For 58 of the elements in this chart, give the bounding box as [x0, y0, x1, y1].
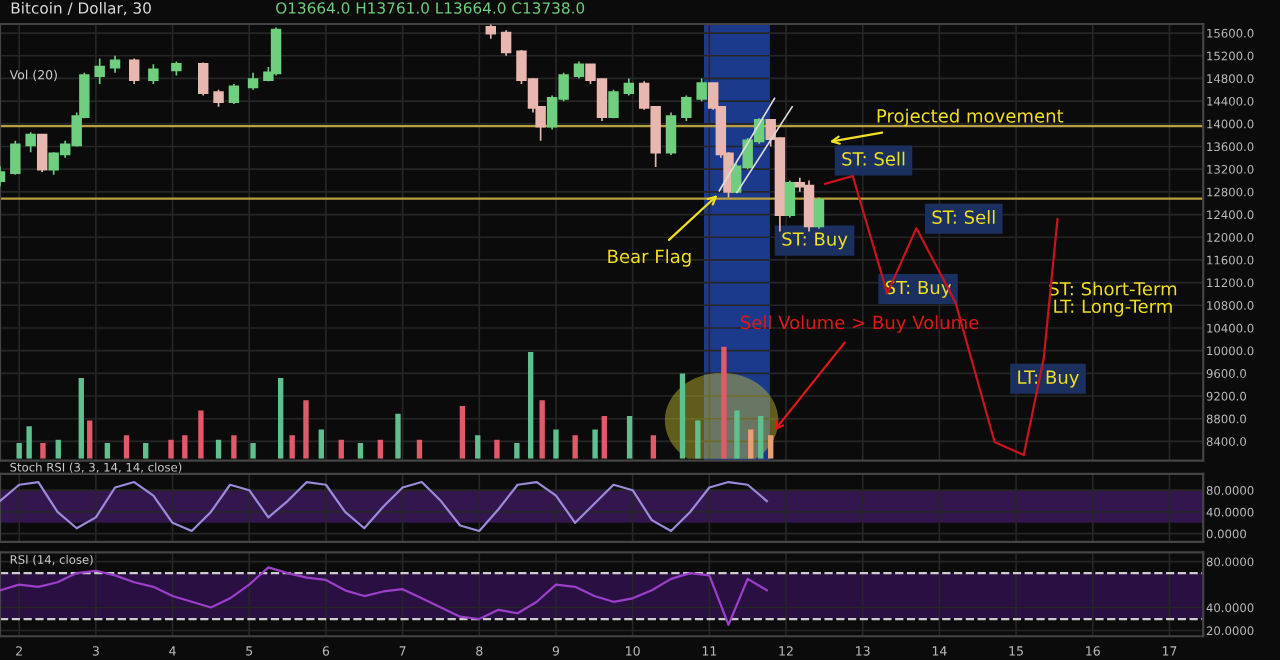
annotation: Bear Flag	[608, 249, 691, 267]
candlestick	[36, 133, 48, 173]
bar	[494, 439, 500, 459]
bar	[572, 435, 578, 459]
bar	[734, 410, 740, 459]
annotation: ST: Sell	[932, 210, 995, 224]
bar	[78, 377, 84, 459]
candlestick	[228, 83, 240, 105]
bar	[26, 426, 32, 459]
bar	[758, 416, 764, 459]
bar	[626, 416, 633, 459]
candlestick	[94, 57, 105, 85]
bar	[182, 435, 188, 459]
bar	[168, 439, 174, 459]
bar	[289, 435, 295, 459]
bar	[231, 435, 237, 459]
candlestick	[803, 179, 815, 233]
annotation: ST: Sell	[842, 151, 905, 166]
candlestick	[784, 179, 796, 219]
bar	[721, 346, 727, 459]
annotation: LT: Buy	[1018, 370, 1079, 388]
candlestick	[665, 111, 677, 156]
bar	[459, 405, 466, 459]
bar	[695, 420, 701, 459]
candlestick	[696, 77, 707, 102]
bar	[303, 400, 309, 459]
bar	[277, 377, 284, 459]
annotation: Projected movement	[877, 108, 1064, 127]
bar	[553, 429, 559, 459]
candlestick	[10, 139, 21, 176]
candlestick	[25, 131, 36, 154]
candlestick	[608, 88, 619, 119]
bar	[650, 435, 657, 459]
line-series	[0, 566, 768, 626]
candlestick	[148, 63, 159, 85]
bar	[40, 442, 46, 459]
bar	[601, 416, 607, 459]
candlestick	[270, 26, 282, 77]
bar	[250, 442, 256, 459]
bar	[679, 373, 686, 459]
candlestick	[813, 196, 825, 230]
bar	[539, 400, 545, 459]
line-series	[0, 480, 768, 533]
bar	[514, 442, 520, 459]
bar	[592, 429, 598, 459]
bar	[198, 410, 204, 459]
bar	[527, 352, 534, 459]
bar	[123, 435, 130, 459]
candlestick	[128, 57, 140, 85]
annotation: ST: Buy	[782, 232, 848, 250]
candlestick	[197, 61, 209, 97]
bar	[768, 435, 774, 459]
bar	[87, 420, 93, 459]
candlestick	[500, 29, 512, 57]
bar	[16, 442, 22, 459]
candlestick	[681, 94, 692, 122]
bar	[395, 413, 401, 459]
bar	[475, 435, 481, 459]
